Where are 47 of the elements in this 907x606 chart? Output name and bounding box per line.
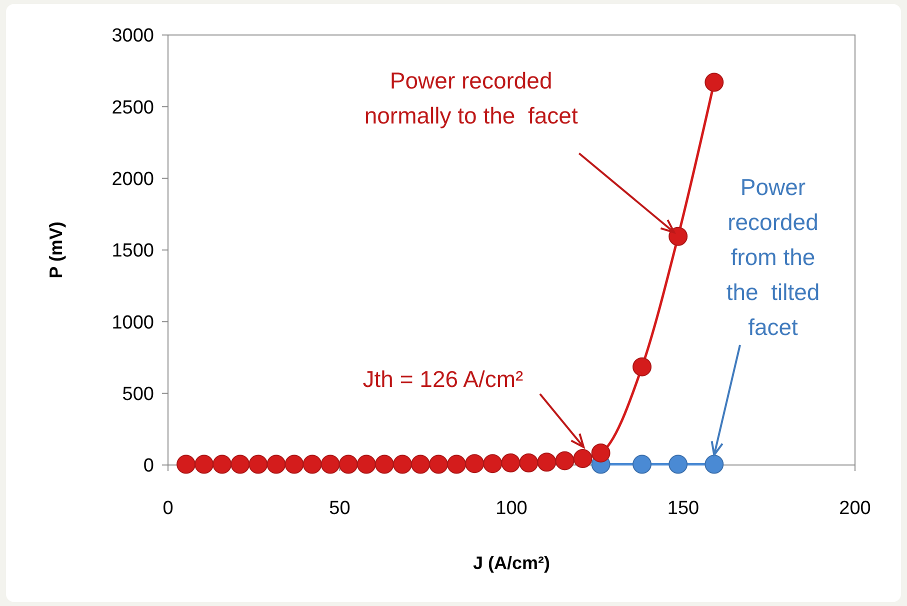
point	[668, 454, 688, 474]
point	[284, 454, 304, 474]
point	[410, 454, 430, 474]
point	[356, 454, 376, 474]
point	[519, 453, 538, 472]
point	[447, 454, 466, 474]
x-tick-label: 200	[839, 498, 871, 519]
y-tick-label: 0	[143, 456, 154, 477]
y-tick-label: 1000	[112, 312, 154, 334]
y-tick-label: 2000	[112, 168, 154, 190]
point	[591, 443, 610, 462]
point	[573, 449, 592, 468]
point	[501, 453, 520, 472]
y-tick-label: 2500	[112, 97, 154, 118]
point	[320, 454, 340, 474]
y-tick-label: 1500	[112, 240, 154, 262]
point	[266, 454, 286, 474]
point	[212, 454, 232, 474]
point	[374, 454, 394, 474]
point	[704, 72, 724, 92]
y-tick-label: 500	[122, 384, 154, 405]
point	[429, 454, 448, 474]
point	[338, 454, 358, 474]
x-tick-label: 50	[329, 498, 350, 519]
point	[176, 454, 196, 474]
point	[248, 454, 268, 474]
x-tick-label: 0	[162, 498, 174, 519]
point	[632, 357, 652, 376]
y-axis-title: P (mV)	[46, 222, 66, 278]
point	[555, 451, 574, 470]
point	[302, 454, 322, 474]
point	[230, 454, 250, 474]
point	[632, 454, 652, 474]
annotation: Power recorded from the the tilted facet	[726, 174, 820, 340]
point	[194, 454, 214, 474]
point	[392, 454, 412, 474]
point	[668, 226, 688, 246]
y-tick-label: 3000	[112, 26, 154, 47]
point	[704, 454, 724, 474]
point	[537, 452, 556, 472]
point	[465, 454, 484, 474]
x-axis-title: J (A/cm²)	[472, 553, 550, 573]
annotation: Jth = 126 A/cm²	[362, 366, 524, 392]
x-tick-label: 150	[667, 498, 700, 519]
point	[483, 454, 502, 474]
x-tick-label: 100	[496, 498, 528, 519]
annotation: Power recorded normally to the facet	[364, 67, 578, 128]
